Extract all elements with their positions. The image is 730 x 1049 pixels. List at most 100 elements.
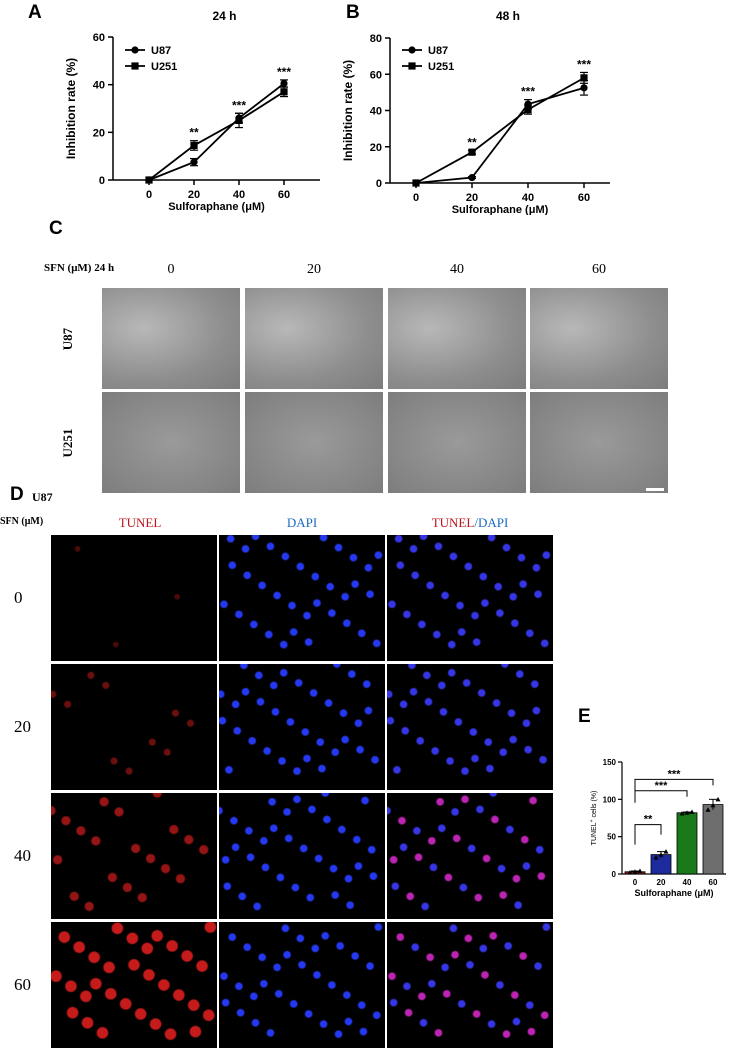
chart-a: 24 h 0 20 40 60 0 20 40 60 Sulforaphane (μM) Inhib… xyxy=(64,9,320,213)
data-point-u87 xyxy=(580,84,588,92)
dapi-image xyxy=(218,534,386,662)
brightfield-image xyxy=(101,391,241,494)
panel-c-header: SFN (μM) 24 h xyxy=(44,262,115,274)
cell-line-label: U251 xyxy=(60,428,75,457)
comparison-bracket xyxy=(634,778,714,792)
y-axis-label: TUNEL+ cells (%) xyxy=(589,791,598,846)
data-point-u87 xyxy=(190,158,198,166)
comparison-bracket xyxy=(634,790,688,803)
tunel-image xyxy=(50,534,218,662)
brightfield-image xyxy=(529,391,669,494)
legend-label: U87 xyxy=(151,45,171,57)
brightfield-image xyxy=(101,287,241,390)
panel-letter-a: A xyxy=(28,2,42,23)
y-tick-label: 100 xyxy=(603,795,617,804)
panel-d-header: SFN (μM) xyxy=(0,516,44,527)
merge-image xyxy=(386,921,554,1049)
significance-label: ** xyxy=(467,135,477,149)
y-axis-label: Inhibition rate (%) xyxy=(341,60,355,161)
legend-marker xyxy=(408,46,416,54)
concentration-label: 40 xyxy=(14,846,31,865)
significance-label: ** xyxy=(189,126,199,140)
x-tick-label: 0 xyxy=(413,192,419,204)
merge-image xyxy=(386,663,554,791)
y-tick-label: 60 xyxy=(93,32,105,44)
legend-label: U251 xyxy=(151,61,177,73)
y-tick-label: 50 xyxy=(607,833,616,842)
channel-label-tunel: TUNEL xyxy=(118,515,162,530)
merge-image xyxy=(386,534,554,662)
x-axis-label: Sulforaphane (μM) xyxy=(634,888,713,898)
replicate-point xyxy=(684,810,690,815)
replicate-point xyxy=(710,802,716,808)
merge-label-dapi: DAPI xyxy=(477,515,509,530)
y-tick-label: 80 xyxy=(370,33,382,45)
x-tick-label: 40 xyxy=(683,878,692,887)
tunel-image xyxy=(50,663,218,791)
x-tick-label: 20 xyxy=(188,189,200,201)
data-point-u87 xyxy=(524,100,532,108)
significance-label: *** xyxy=(232,98,246,112)
significance-label: *** xyxy=(668,768,682,780)
legend-marker xyxy=(131,46,139,54)
series-line-u87 xyxy=(148,82,285,181)
x-tick-label: 40 xyxy=(233,189,245,201)
panel-letter-e: E xyxy=(578,706,591,727)
bar xyxy=(702,804,724,875)
replicate-point xyxy=(637,868,643,874)
y-tick-label: 60 xyxy=(370,69,382,81)
tunel-image xyxy=(50,792,218,920)
dapi-image xyxy=(218,663,386,791)
data-point-u251 xyxy=(580,74,588,82)
x-tick-label: 60 xyxy=(578,192,590,204)
x-tick-label: 60 xyxy=(278,189,290,201)
x-tick-label: 60 xyxy=(709,878,718,887)
y-tick-label: 20 xyxy=(370,142,382,154)
significance-label: ** xyxy=(644,814,653,826)
replicate-point xyxy=(689,809,695,815)
legend-marker xyxy=(408,62,416,70)
replicate-point xyxy=(705,807,711,812)
brightfield-image xyxy=(387,287,527,390)
significance-label: *** xyxy=(277,65,291,79)
series-line-u87 xyxy=(415,86,585,184)
y-tick-label: 20 xyxy=(93,127,105,139)
data-point-u87 xyxy=(468,173,476,182)
scale-bar xyxy=(646,488,664,491)
x-axis-label: Sulforaphane (μM) xyxy=(452,204,549,215)
merge-image xyxy=(386,792,554,920)
data-point-u87 xyxy=(280,79,288,88)
replicate-point xyxy=(653,855,659,860)
cell-line-label: U87 xyxy=(60,327,75,350)
concentration-label: 40 xyxy=(450,262,464,277)
data-point-u251 xyxy=(468,148,476,156)
legend-label: U87 xyxy=(428,45,448,57)
concentration-label: 20 xyxy=(307,262,321,277)
data-point-u251 xyxy=(145,176,153,184)
replicate-point xyxy=(715,796,721,802)
y-axis-label: Inhibition rate (%) xyxy=(64,58,78,159)
data-point-u251 xyxy=(280,88,288,96)
x-axis-label: Sulforaphane (μM) xyxy=(168,201,265,213)
concentration-label: 0 xyxy=(14,588,23,607)
legend-marker xyxy=(131,62,139,70)
chart-e: 0 50 100 150 TUNEL+ cells (%) 0 20 40 60Sulforap… xyxy=(589,758,726,898)
data-point-u251 xyxy=(190,141,198,150)
panel-letter-c: C xyxy=(49,218,63,239)
series-line-u251 xyxy=(415,77,585,184)
brightfield-image xyxy=(387,391,527,494)
x-tick-label: 0 xyxy=(633,878,638,887)
comparison-bracket xyxy=(634,824,662,845)
significance-label: *** xyxy=(521,85,535,99)
replicate-point xyxy=(663,849,669,854)
data-point-u251 xyxy=(412,179,420,187)
y-tick-label: 150 xyxy=(603,758,617,767)
brightfield-image xyxy=(244,287,384,390)
replicate-point xyxy=(632,869,638,874)
x-tick-label: 40 xyxy=(522,192,534,204)
y-axis-label-rest: cells (%) xyxy=(591,791,598,820)
dapi-image xyxy=(218,921,386,1049)
y-tick-label: 40 xyxy=(93,80,105,92)
brightfield-image xyxy=(244,391,384,494)
replicate-point xyxy=(679,811,685,816)
